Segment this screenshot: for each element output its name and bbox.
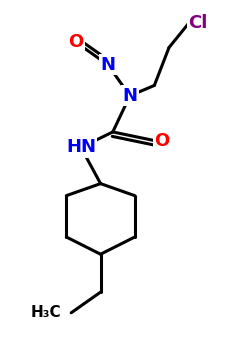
Text: O: O — [68, 33, 84, 51]
Text: H₃C: H₃C — [31, 305, 62, 320]
Text: HN: HN — [66, 139, 96, 156]
Text: N: N — [122, 87, 138, 105]
Text: Cl: Cl — [188, 14, 208, 33]
Text: O: O — [154, 132, 170, 149]
Text: N: N — [100, 56, 116, 74]
